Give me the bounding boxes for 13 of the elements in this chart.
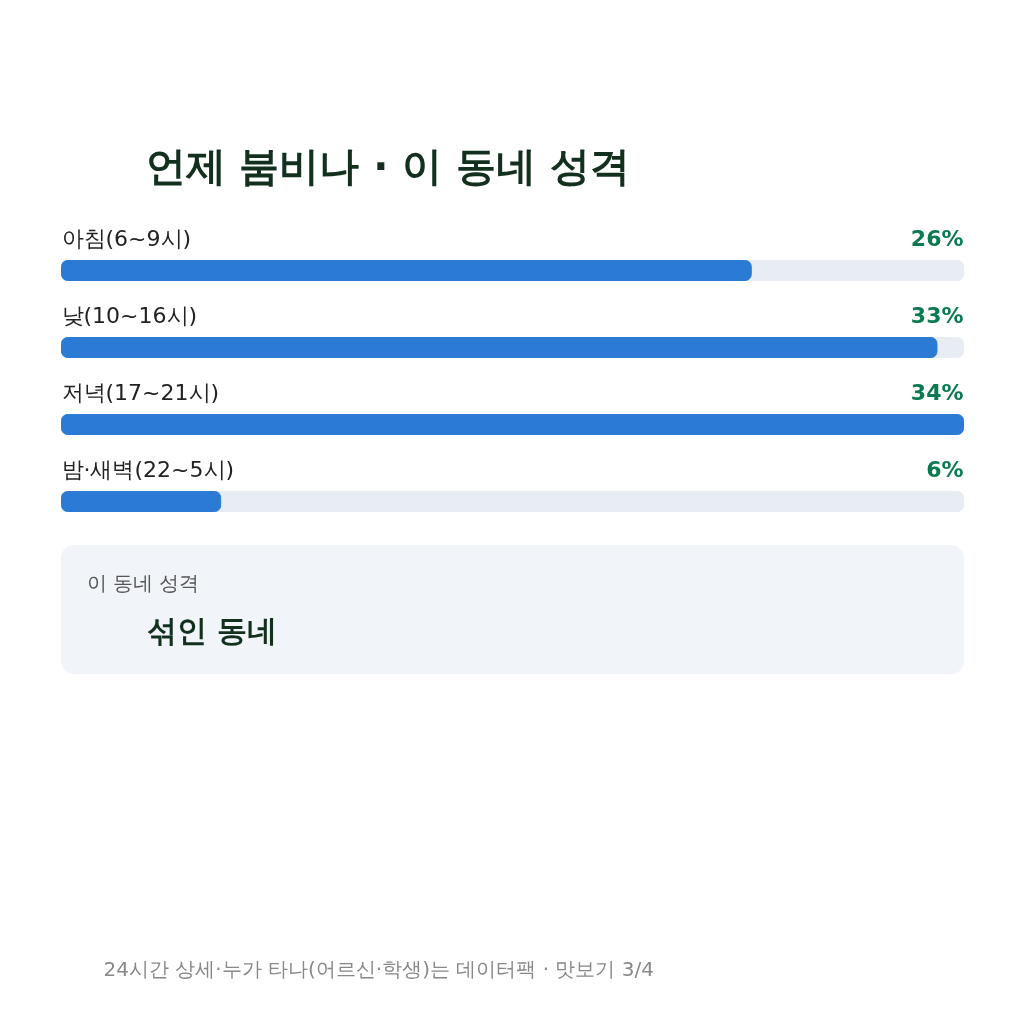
text: 섞인 동네 [146,613,277,648]
chart-title: 언제 붐비나 · 이 동네 성격 [145,142,631,189]
bar [61,491,222,512]
data-label: 34% [910,380,964,405]
text: 24시간 상세·누가 타나(어르신·학생)는 데이터팩 · 맛보기 3/4 [103,956,654,981]
y-tick-label: 밤·새벽(22~5시) [61,457,235,482]
text: 이 동네 성격 [86,570,200,595]
data-label: 33% [910,303,964,328]
data-label: 26% [910,226,964,251]
data-label: 6% [926,457,964,482]
y-tick-label: 낮(10~16시) [61,303,198,328]
y-tick-label: 아침(6~9시) [61,226,192,251]
y-tick-label: 저녁(17~21시) [61,380,220,405]
